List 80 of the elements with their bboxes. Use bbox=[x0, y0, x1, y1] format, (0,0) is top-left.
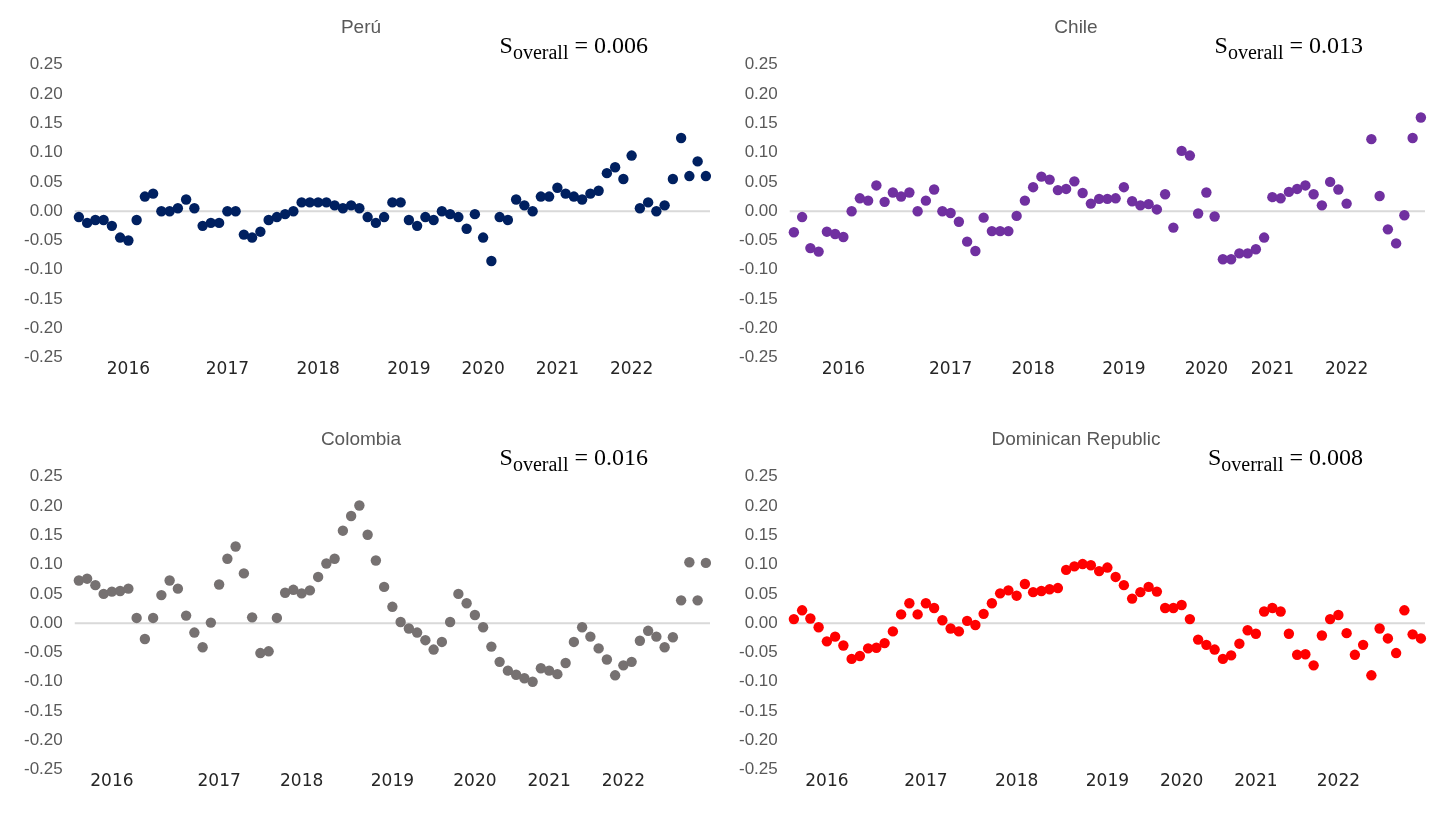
x-tick-label: 2022 bbox=[609, 358, 654, 379]
y-tick-label: 0.10 bbox=[744, 554, 778, 574]
y-tick-label: 0.20 bbox=[744, 495, 778, 515]
y-tick-label: 0.00 bbox=[744, 612, 778, 632]
y-tick-label: -0.15 bbox=[24, 700, 63, 720]
y-tick-label: -0.20 bbox=[739, 318, 778, 338]
y-tick-label: 0.25 bbox=[744, 54, 778, 74]
x-tick-label: 2021 bbox=[1250, 358, 1295, 379]
x-tick-label: 2022 bbox=[1316, 770, 1361, 791]
x-tick-label: 2016 bbox=[106, 358, 151, 379]
y-tick-label: 0.25 bbox=[29, 54, 63, 74]
text: S$_{overall}$ = 0.013 bbox=[1214, 32, 1363, 64]
x-tick-label: 2017 bbox=[197, 770, 241, 791]
x-tick-label: 2018 bbox=[994, 770, 1039, 791]
y-tick-label: 0.20 bbox=[744, 83, 778, 103]
y-tick-label: 0.05 bbox=[29, 171, 63, 191]
y-tick-label: 0.15 bbox=[29, 113, 63, 133]
y-tick-label: 0.05 bbox=[744, 171, 778, 191]
y-tick-label: -0.05 bbox=[24, 642, 63, 662]
y-tick-label: -0.20 bbox=[24, 318, 63, 338]
chart-title: Chile bbox=[1054, 15, 1098, 37]
y-tick-label: -0.25 bbox=[739, 759, 778, 779]
y-tick-label: -0.10 bbox=[739, 259, 778, 279]
x-tick-label: 2017 bbox=[928, 358, 973, 379]
x-tick-label: 2019 bbox=[1102, 358, 1146, 379]
y-tick-label: -0.05 bbox=[739, 642, 778, 662]
x-tick-label: 2020 bbox=[1159, 770, 1204, 791]
y-tick-label: -0.25 bbox=[24, 347, 63, 367]
y-tick-label: 0.15 bbox=[29, 525, 63, 545]
text: S$_{overrall}$ = 0.008 bbox=[1207, 444, 1363, 476]
y-tick-label: -0.05 bbox=[739, 230, 778, 250]
chart-title: Dominican Republic bbox=[991, 427, 1161, 449]
x-tick-label: 2017 bbox=[904, 770, 948, 791]
x-tick-label: 2017 bbox=[205, 358, 250, 379]
x-tick-label: 2016 bbox=[821, 358, 866, 379]
x-tick-label: 2021 bbox=[535, 358, 580, 379]
y-tick-label: -0.20 bbox=[739, 730, 778, 750]
x-tick-label: 2021 bbox=[527, 770, 571, 791]
y-tick-label: 0.00 bbox=[29, 200, 63, 220]
y-tick-label: -0.25 bbox=[24, 759, 63, 779]
y-tick-label: -0.10 bbox=[24, 671, 63, 691]
y-tick-label: 0.05 bbox=[744, 583, 778, 603]
y-tick-label: -0.15 bbox=[739, 288, 778, 308]
y-tick-label: -0.15 bbox=[739, 700, 778, 720]
x-tick-label: 2021 bbox=[1234, 770, 1278, 791]
y-tick-label: 0.20 bbox=[29, 495, 63, 515]
text: S$_{overall}$ = 0.006 bbox=[499, 32, 648, 64]
y-tick-label: 0.20 bbox=[29, 83, 63, 103]
chart-title: Colombia bbox=[320, 427, 402, 449]
x-tick-label: 2019 bbox=[387, 358, 431, 379]
y-tick-label: 0.00 bbox=[29, 612, 63, 632]
y-tick-label: 0.00 bbox=[744, 200, 778, 220]
y-tick-label: 0.15 bbox=[744, 525, 778, 545]
y-tick-label: -0.15 bbox=[24, 288, 63, 308]
x-tick-label: 2022 bbox=[1324, 358, 1369, 379]
y-tick-label: -0.25 bbox=[739, 347, 778, 367]
y-tick-label: 0.10 bbox=[29, 554, 63, 574]
y-tick-label: -0.10 bbox=[739, 671, 778, 691]
x-tick-label: 2018 bbox=[296, 358, 340, 379]
x-tick-label: 2018 bbox=[279, 770, 324, 791]
y-tick-label: -0.20 bbox=[24, 730, 63, 750]
y-tick-label: 0.05 bbox=[29, 583, 63, 603]
x-tick-label: 2016 bbox=[805, 770, 849, 791]
chart-title: Perú bbox=[340, 15, 382, 37]
y-tick-label: 0.15 bbox=[744, 113, 778, 133]
y-tick-label: -0.05 bbox=[24, 230, 63, 250]
x-tick-label: 2016 bbox=[90, 770, 134, 791]
y-tick-label: 0.25 bbox=[744, 466, 778, 486]
text: S$_{overall}$ = 0.016 bbox=[499, 444, 648, 476]
x-tick-label: 2020 bbox=[461, 358, 505, 379]
x-tick-label: 2019 bbox=[370, 770, 415, 791]
x-tick-label: 2020 bbox=[1184, 358, 1229, 379]
y-tick-label: 0.10 bbox=[29, 142, 63, 162]
y-tick-label: 0.10 bbox=[744, 142, 778, 162]
x-tick-label: 2020 bbox=[453, 770, 497, 791]
y-tick-label: -0.10 bbox=[24, 259, 63, 279]
x-tick-label: 2019 bbox=[1085, 770, 1130, 791]
y-tick-label: 0.25 bbox=[29, 466, 63, 486]
x-tick-label: 2018 bbox=[1011, 358, 1055, 379]
x-tick-label: 2022 bbox=[601, 770, 646, 791]
